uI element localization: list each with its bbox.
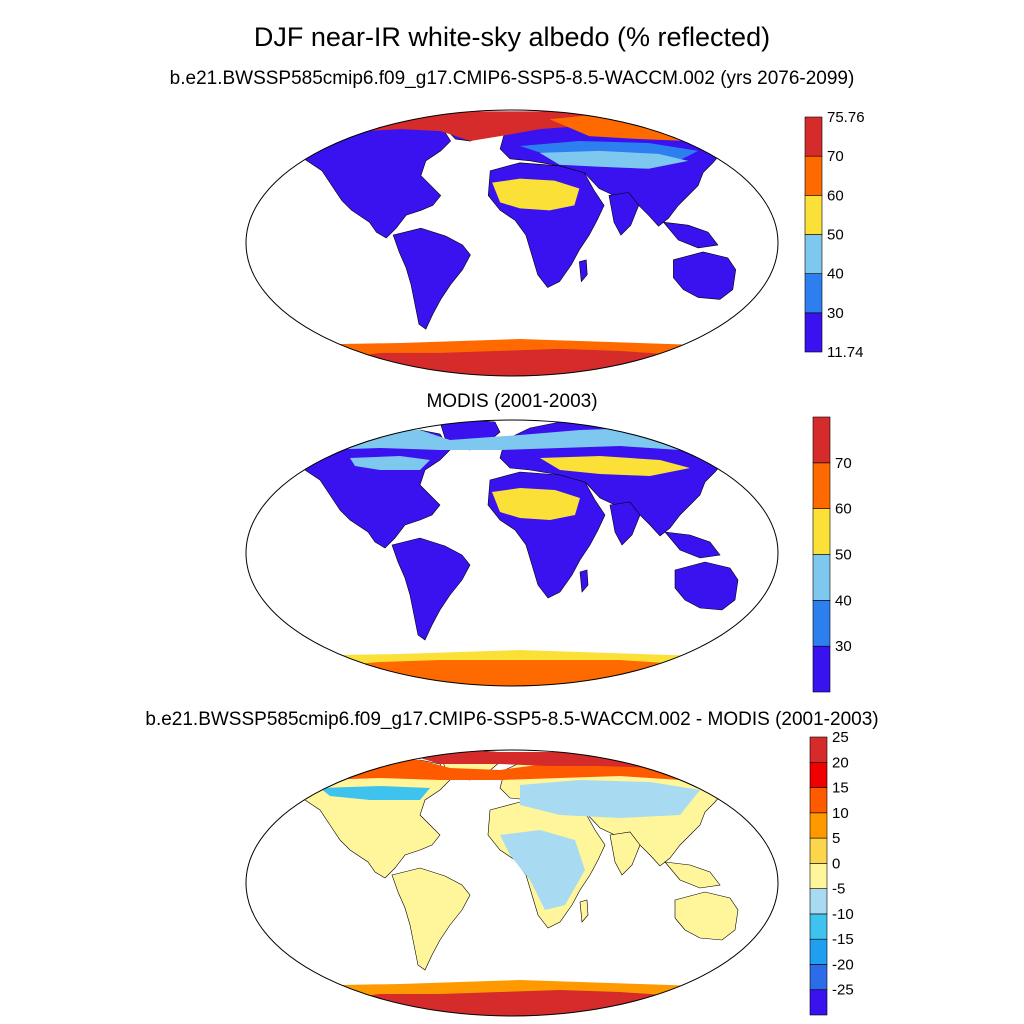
southeast-asia	[664, 861, 721, 889]
midlat-band	[539, 150, 689, 169]
colorbar-swatch	[809, 761, 828, 788]
colorbar-swatch	[809, 913, 828, 940]
colorbar-swatch	[809, 989, 828, 1016]
midlat-band-2	[350, 456, 430, 470]
india	[609, 831, 641, 876]
map-panel-model	[282, 110, 758, 376]
india	[608, 192, 640, 236]
colorbar-swatch	[809, 938, 828, 965]
australia	[674, 561, 739, 611]
colorbar-tick-label: -25	[832, 982, 854, 999]
colorbar-swatch	[812, 508, 831, 555]
colorbar-diff: -25 -20 -15 -10 -5 0 5 10 15 20 25	[809, 729, 854, 1016]
midlat-band	[520, 780, 700, 818]
colorbar-tick-label: 20	[832, 754, 849, 771]
colorbar-swatch	[804, 195, 823, 235]
colorbar-tick-label: 15	[832, 780, 849, 797]
madagascar	[579, 569, 589, 593]
map-outline-diff	[245, 749, 779, 1017]
south-america	[391, 537, 471, 641]
australia	[673, 251, 737, 300]
colorbar-tick-label: 75.76	[827, 109, 865, 126]
map-panel-diff	[280, 750, 760, 1016]
colorbar-tick-label: -20	[832, 956, 854, 973]
madagascar	[578, 259, 588, 283]
panel-title-diff: b.e21.BWSSP585cmip6.f09_g17.CMIP6-SSP5-8…	[145, 709, 879, 730]
colorbar-tick-label: -15	[832, 931, 854, 948]
colorbar-tick-label: 70	[835, 455, 852, 472]
colorbar-swatch	[809, 964, 828, 991]
africa-band	[500, 830, 585, 910]
southeast-asia	[662, 221, 719, 249]
antarctica	[282, 348, 758, 376]
colorbar-swatch	[809, 812, 828, 839]
colorbar-swatch	[804, 155, 823, 196]
colorbar-tick-label: 50	[835, 547, 852, 564]
madagascar	[579, 899, 589, 923]
map-panel-obs	[280, 420, 760, 686]
colorbar-swatch	[812, 645, 831, 693]
colorbar-tick-label: 70	[827, 148, 844, 165]
colorbar-tick-label: -5	[832, 881, 845, 898]
colorbar-tick-label: 40	[827, 266, 844, 283]
india	[609, 501, 641, 546]
colorbar-swatch	[804, 312, 823, 353]
colorbar-tick-label: 60	[827, 187, 844, 204]
colorbar-tick-label: 30	[835, 638, 852, 655]
colorbar-swatch	[812, 416, 831, 464]
arctic-band	[300, 428, 720, 450]
colorbar-swatch	[809, 863, 828, 889]
colorbar-tick-label: 30	[827, 305, 844, 322]
map-outline-model	[245, 109, 779, 377]
colorbar-tick-label: 25	[832, 729, 849, 746]
colorbar-tick-label: -10	[832, 906, 854, 923]
colorbar-tick-label: 11.74	[827, 344, 863, 361]
colorbar-swatch	[809, 787, 828, 814]
panel-title-model: b.e21.BWSSP585cmip6.f09_g17.CMIP6-SSP5-8…	[169, 68, 855, 89]
sahara	[492, 488, 580, 520]
south-america	[392, 227, 471, 330]
south-america	[391, 867, 471, 971]
colorbar-swatch	[809, 888, 828, 915]
colorbar-swatch	[812, 600, 831, 647]
colorbar-tick-label: 50	[827, 227, 844, 244]
colorbar-swatch	[812, 462, 831, 509]
panel-title-obs: MODIS (2001-2003)	[426, 391, 598, 412]
colorbar-swatch	[809, 837, 828, 864]
sahara	[492, 178, 580, 211]
map-outline-obs	[245, 419, 779, 687]
southeast-asia	[664, 531, 721, 559]
colorbar-swatch	[804, 273, 823, 314]
colorbar-swatch	[812, 554, 831, 601]
colorbar-tick-label: 0	[832, 855, 840, 872]
colorbar-tick-label: 60	[835, 501, 852, 518]
australia	[674, 891, 739, 941]
colorbar-tick-label: 5	[832, 830, 840, 847]
figure-title: DJF near-IR white-sky albedo (% reflecte…	[253, 22, 771, 52]
midlat-band	[540, 456, 690, 476]
colorbar-swatch	[804, 234, 823, 274]
colorbar-tick-label: 10	[832, 805, 849, 822]
colorbar-obs: 30 40 50 60 70	[812, 416, 852, 693]
colorbar-model: 11.74 30 40 50 60 70 75.76	[804, 109, 865, 361]
colorbar-swatch	[804, 116, 823, 157]
north-america	[291, 120, 451, 239]
colorbar-swatch	[809, 736, 828, 763]
midlat-band-2	[320, 786, 430, 800]
colorbar-tick-label: 40	[835, 592, 852, 609]
